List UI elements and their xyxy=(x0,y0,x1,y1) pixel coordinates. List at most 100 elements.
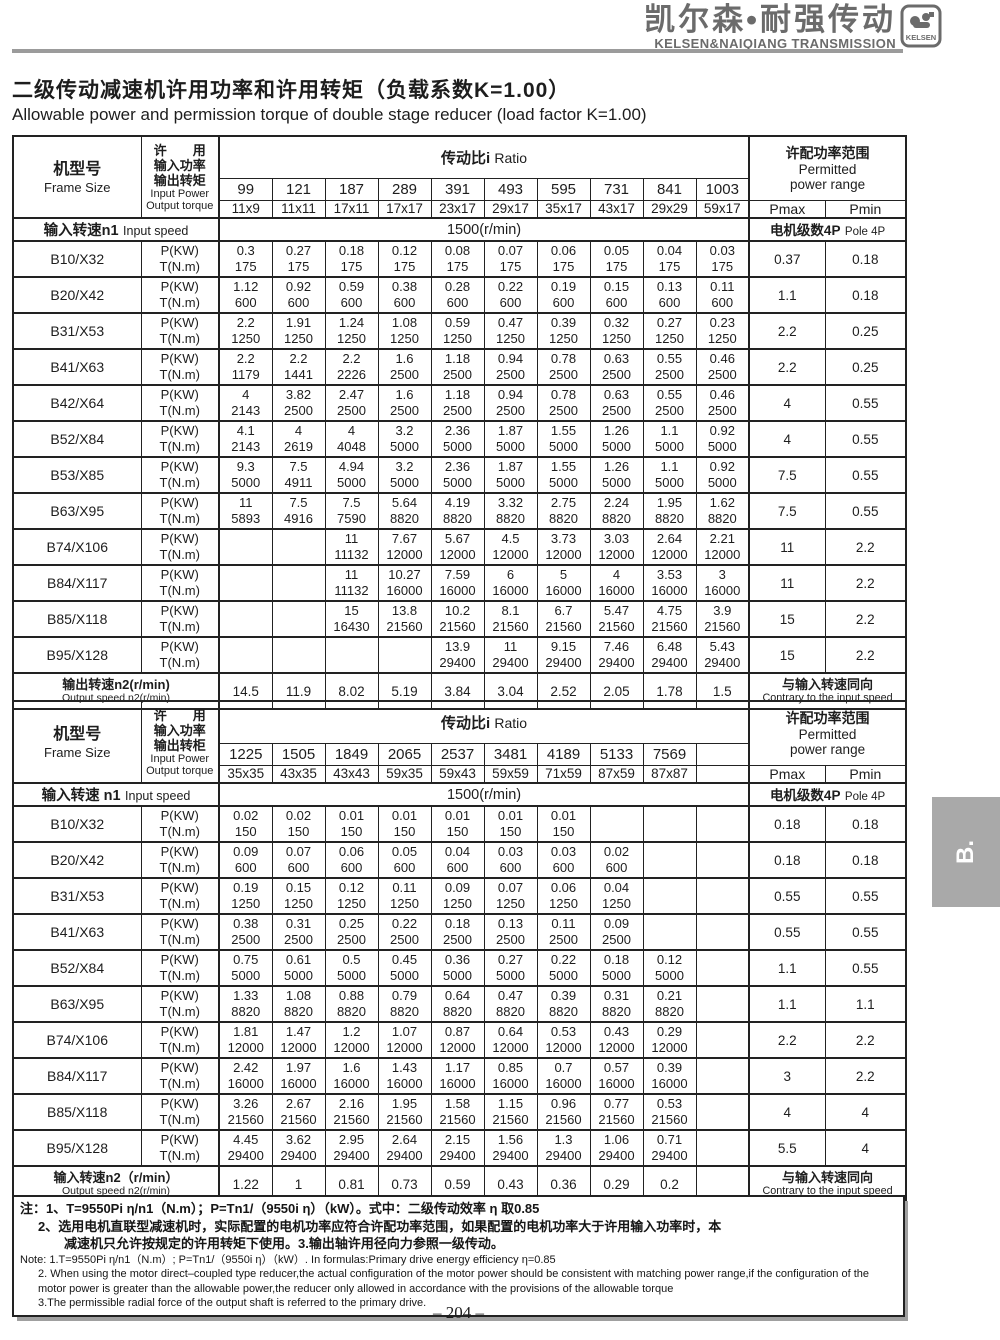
torque-value: 1250 xyxy=(443,331,472,346)
power-value: 0.01 xyxy=(497,808,524,823)
torque-value: 16000 xyxy=(280,1076,317,1091)
pmin-value: 2.2 xyxy=(824,600,907,638)
power-torque-cell: 0.22 600 xyxy=(483,276,538,314)
power-value: 0.63 xyxy=(603,387,630,402)
power-torque-cell: 0.09 1250 xyxy=(430,877,485,915)
torque-value: 2500 xyxy=(602,367,631,382)
torque-value: 21560 xyxy=(545,619,582,634)
ratio-combination: 35x17 xyxy=(536,199,591,219)
power-value: 4 xyxy=(612,567,621,582)
page-number: – 204 – xyxy=(433,1303,484,1322)
ratio-combination: 43x43 xyxy=(324,764,379,784)
power-torque-cell: 0.7 16000 xyxy=(536,1057,591,1095)
torque-value: 21560 xyxy=(492,619,529,634)
power-value: 0.01 xyxy=(391,808,418,823)
torque-value: 2500 xyxy=(390,403,419,418)
power-value: 0.15 xyxy=(285,880,312,895)
power-torque-cell: 3.82 2500 xyxy=(271,384,326,422)
power-value: 1.95 xyxy=(391,1096,418,1111)
table-row: B74/X106 P(KW) T(N.m) 1.81 12000 1.47 12000 1.2… xyxy=(12,1021,907,1059)
power-torque-cell: 6 16000 xyxy=(483,564,538,602)
brand-block: 凯尔森•耐强传动 KELSEN&NAIQIANG TRANSMISSION xyxy=(644,4,896,52)
torque-value: 12000 xyxy=(704,547,741,562)
power-torque-cell: 0.63 2500 xyxy=(589,384,644,422)
torque-value: 2500 xyxy=(496,403,525,418)
power-value: 0.96 xyxy=(550,1096,577,1111)
power-value: 0.78 xyxy=(550,387,577,402)
power-value: 0.01 xyxy=(550,808,577,823)
power-value: 1.62 xyxy=(709,495,735,510)
frame-size-cell: B31/X53 xyxy=(12,312,142,350)
ratio-header-en: Ratio xyxy=(494,714,528,731)
power-torque-cell: 4.1 2143 xyxy=(218,420,273,458)
frame-size-header-en: Frame Size xyxy=(44,744,111,760)
torque-value: 12000 xyxy=(651,1040,688,1055)
power-torque-cell: 7.5 4911 xyxy=(271,456,326,494)
torque-value: 21560 xyxy=(598,1112,635,1127)
power-torque-cell: 1.6 16000 xyxy=(324,1057,379,1095)
pmax-value: 2.2 xyxy=(748,348,826,386)
power-value: 0.05 xyxy=(391,844,418,859)
power-value: 0.36 xyxy=(444,952,471,967)
torque-value: 5000 xyxy=(602,475,631,490)
output-speed-label-cn: 输出转速n2(r/min) xyxy=(62,677,170,692)
power-torque-cell: 0.88 8820 xyxy=(324,985,379,1023)
power-torque-cell: 0.11 1250 xyxy=(377,877,432,915)
power-value: 2.36 xyxy=(444,459,471,474)
power-torque-cell: 0.53 12000 xyxy=(536,1021,591,1059)
power-value: 7.5 xyxy=(289,459,308,474)
power-torque-cell: 3.03 12000 xyxy=(589,528,644,566)
permitted-header-cn: 许配功率范围 xyxy=(785,709,870,726)
torque-value: 2500 xyxy=(602,403,631,418)
ratio-combination: 29x29 xyxy=(642,199,697,219)
frame-size-cell: B95/X128 xyxy=(12,1129,142,1167)
power-torque-cell: 1.18 2500 xyxy=(430,348,485,386)
torque-value: 4911 xyxy=(284,475,313,490)
ratio-header-cn: 传动比i xyxy=(441,714,491,732)
unit-cell: P(KW) T(N.m) xyxy=(140,877,220,915)
power-value: 7.46 xyxy=(603,639,630,654)
frame-size-cell: B84/X117 xyxy=(12,1057,142,1095)
table-row: B95/X128 P(KW) T(N.m) 13.9 29400 11 29400 9.15 2… xyxy=(12,636,907,674)
torque-value: 29400 xyxy=(651,1148,688,1163)
pmax-value: 0.55 xyxy=(748,877,826,915)
pmax-value: 0.37 xyxy=(748,240,826,278)
power-torque-cell: 0.55 2500 xyxy=(642,384,697,422)
input-speed-value: 1500(r/min) xyxy=(218,782,751,807)
power-value: 1.6 xyxy=(395,351,414,366)
power-torque-cell: 11 11132 xyxy=(324,528,379,566)
power-header-line: 许 用 xyxy=(153,142,206,158)
header-divider xyxy=(12,49,903,53)
ratio-value: 2065 xyxy=(377,742,432,766)
frame-size-cell: B10/X32 xyxy=(12,805,142,843)
power-value: 0.38 xyxy=(391,279,418,294)
pmin-value: 0.55 xyxy=(824,877,907,915)
power-value: 5 xyxy=(559,567,568,582)
pmin-value: 2.2 xyxy=(824,1057,907,1095)
power-value: 0.09 xyxy=(603,916,630,931)
power-value: 1.43 xyxy=(391,1060,418,1075)
power-torque-cell: 0.15 600 xyxy=(589,276,644,314)
brand-name-en: KELSEN&NAIQIANG TRANSMISSION xyxy=(654,36,896,51)
torque-value: 29400 xyxy=(333,1148,370,1163)
power-torque-cell: 7.5 4916 xyxy=(271,492,326,530)
torque-value: 12000 xyxy=(545,1040,582,1055)
power-torque-cell: 0.05 175 xyxy=(589,240,644,278)
power-value: 0.04 xyxy=(444,844,471,859)
torque-value: 2500 xyxy=(231,932,261,947)
torque-value: 2619 xyxy=(284,439,313,454)
power-torque-cell: 0.61 5000 xyxy=(271,949,326,987)
frame-size-header-en: Frame Size xyxy=(44,179,111,195)
table-row: B84/X117 P(KW) T(N.m) 2.42 16000 1.97 16000 1.6… xyxy=(12,1057,907,1095)
power-value: 2.2 xyxy=(342,351,361,366)
p-unit-label: P(KW) xyxy=(160,808,199,823)
t-unit-label: T(N.m) xyxy=(159,1076,200,1091)
power-value: 0.06 xyxy=(550,880,577,895)
power-value: 10.2 xyxy=(444,603,471,618)
frame-size-header-cn: 机型号 xyxy=(53,160,102,178)
permitted-header-en: Permitted xyxy=(798,726,857,742)
table-row: B85/X118 P(KW) T(N.m) 15 16430 13.8 21560 10.2 2… xyxy=(12,600,907,638)
torque-value: 16000 xyxy=(492,1076,529,1091)
unit-cell: P(KW) T(N.m) xyxy=(140,240,220,278)
torque-value: 21560 xyxy=(651,1112,688,1127)
